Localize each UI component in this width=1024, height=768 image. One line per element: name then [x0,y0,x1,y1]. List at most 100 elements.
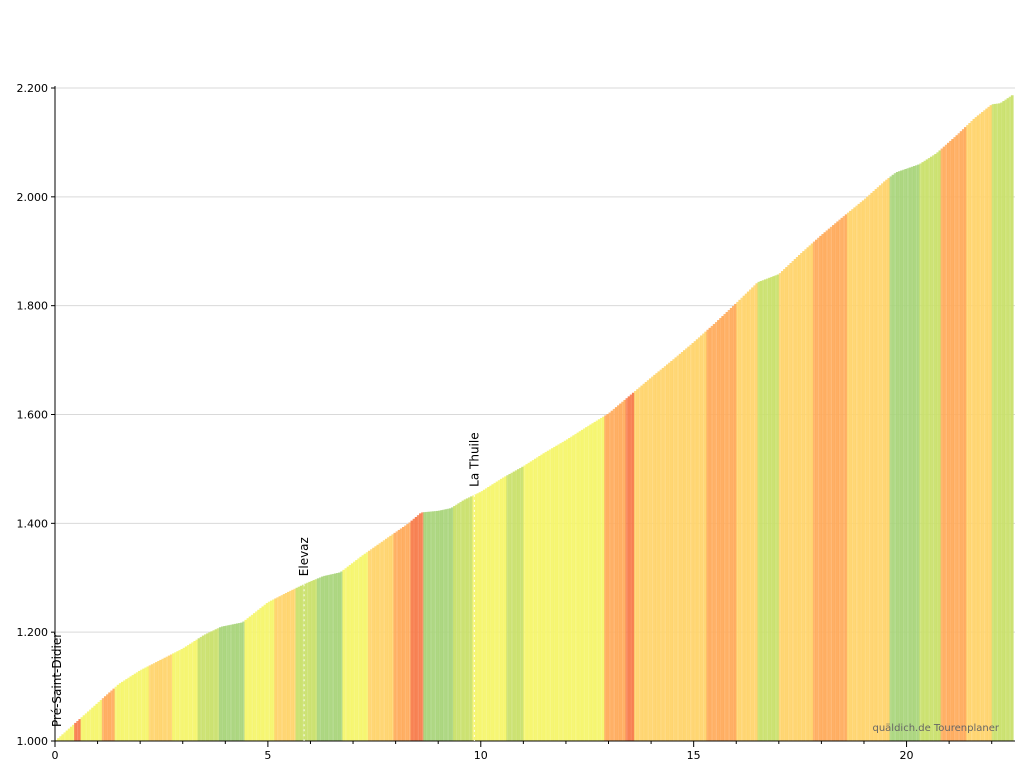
gradient-bar [774,275,778,741]
gradient-bar [259,608,263,741]
gradient-bar [838,219,842,741]
gradient-bar [93,705,97,741]
gradient-bar [457,503,461,741]
gradient-bar [849,210,852,742]
gradient-bar [250,614,254,741]
gradient-bar [663,366,667,741]
gradient-bar [476,493,480,741]
gradient-bar [267,601,271,741]
gradient-bar [863,198,867,741]
gradient-bar [912,166,916,741]
gradient-bar [866,196,869,742]
place-label: Elevaz [297,537,311,576]
gradient-bar [636,389,639,741]
gradient-bar [655,373,659,741]
gradient-bar [131,675,135,741]
gradient-bar [834,223,837,741]
gradient-bar [248,616,252,741]
gradient-bar [429,511,433,741]
gradient-bar [693,341,697,741]
gradient-bar [938,150,942,742]
gradient-bar [802,251,805,741]
gradient-bar [499,478,503,741]
gradient-bar [468,497,471,741]
gradient-bar [191,642,194,741]
gradient-bar [763,279,767,741]
gradient-bar [546,450,550,741]
gradient-bar [710,325,714,741]
gradient-bar [553,446,556,741]
gradient-bar [872,190,876,742]
gradient-bar [440,510,444,741]
gradient-bar [287,591,290,741]
gradient-bar [870,192,874,741]
gradient-bar [378,543,382,741]
gradient-bar [638,387,642,741]
gradient-bar [631,392,635,741]
gradient-bar [853,207,857,742]
gradient-bar [446,508,450,741]
gradient-bar [327,574,331,741]
gradient-bar [338,572,341,741]
gradient-bar [968,123,972,741]
gradient-bar [72,724,75,741]
gradient-bar [951,139,954,741]
gradient-bar [525,464,529,741]
gradient-bar [408,522,412,741]
gradient-bar [63,732,67,741]
gradient-bar [306,582,309,741]
gradient-bar [687,346,691,741]
gradient-bar [329,574,333,741]
gradient-bar [272,599,275,741]
gradient-bar [206,633,209,741]
gradient-bar [84,713,88,741]
gradient-bar [766,278,769,741]
gradient-bar [993,103,997,742]
gradient-bar [640,385,644,741]
gradient-bar [350,563,354,741]
gradient-bar [212,630,216,741]
gradient-bar [508,473,512,741]
gradient-bar [425,511,429,741]
gradient-bar [712,324,716,741]
gradient-bar [372,547,375,741]
gradient-bar [299,585,303,741]
gradient-bar [140,669,143,741]
gradient-bar [167,655,171,741]
gradient-bar [876,187,880,741]
gradient-bar [619,403,622,741]
gradient-bar [966,125,969,742]
gradient-bar [276,597,280,741]
gradient-bar [365,552,369,741]
gradient-bar [293,588,297,741]
gradient-bar [278,596,282,741]
gradient-bar [810,243,814,742]
gradient-bar [648,378,652,741]
gradient-bar [357,558,361,741]
gradient-bar [138,670,141,741]
gradient-bar [898,171,901,741]
gradient-bar [651,376,654,741]
gradient-bar [970,120,974,741]
gradient-bar [510,472,514,741]
gradient-bar [197,638,201,741]
gradient-bar [725,312,729,741]
gradient-bar [846,212,850,742]
gradient-bar [606,414,610,741]
gradient-bar [934,153,937,741]
gradient-bar [940,148,944,741]
gradient-bar [953,137,957,742]
gradient-bar [370,549,373,741]
gradient-bar [450,507,454,741]
gradient-bar [225,625,229,741]
gradient-bar [542,453,546,741]
gradient-bar [961,129,965,742]
gradient-bar [770,276,774,741]
gradient-bar [176,651,180,741]
gradient-bar [582,428,586,741]
gradient-bar [793,259,797,741]
gradient-bar [244,619,248,741]
gradient-bar [881,183,884,741]
gradient-bar [923,160,927,741]
gradient-bar [540,454,544,741]
